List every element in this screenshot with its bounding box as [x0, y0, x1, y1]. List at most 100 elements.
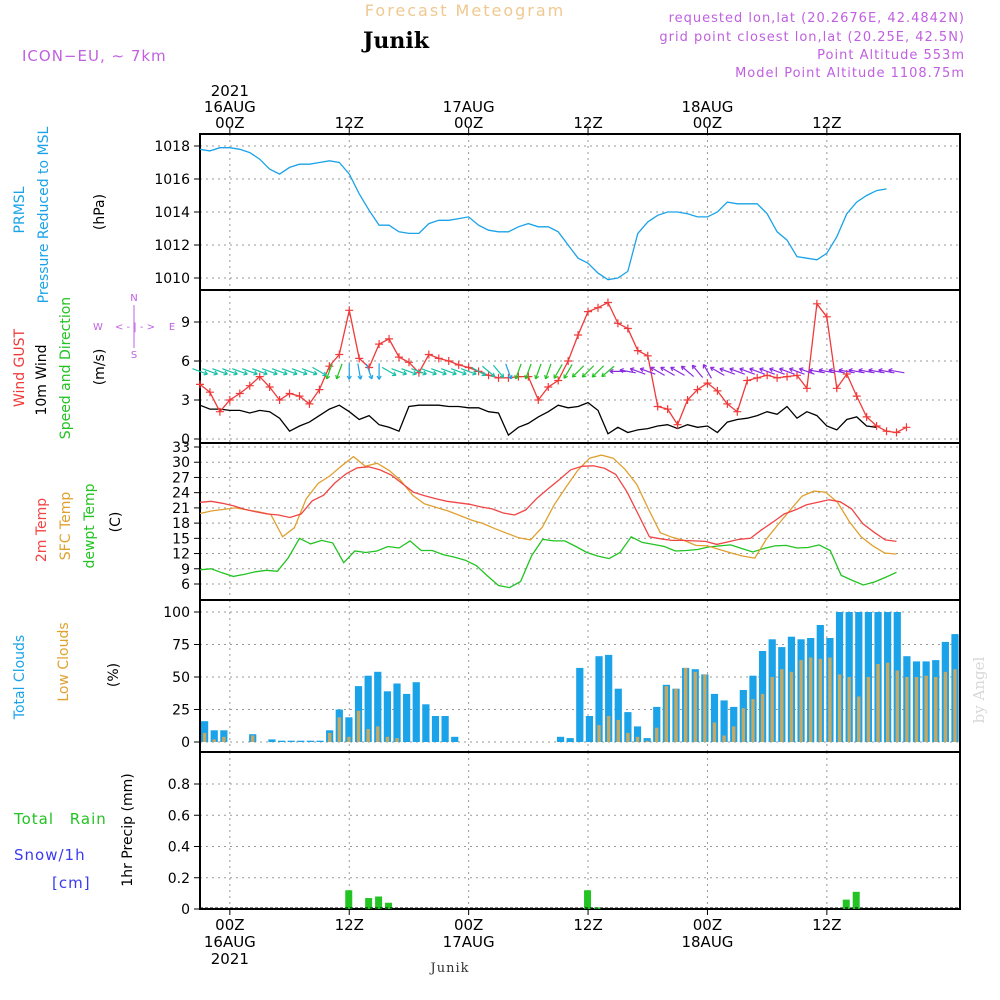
- low-cloud-bar: [337, 717, 341, 742]
- total-cloud-bar: [566, 738, 574, 742]
- total-rain-label: Total Rain: [13, 810, 107, 828]
- wind-vector: [460, 368, 477, 375]
- bottom-time-label: 2021: [211, 950, 249, 968]
- gust-marker: [225, 396, 234, 404]
- gust-marker: [773, 373, 782, 382]
- wind-vector-head: [481, 371, 487, 377]
- wind-vector-head: [878, 368, 883, 374]
- wind-vector-head: [325, 374, 331, 380]
- gust-marker: [345, 306, 354, 315]
- y-tick-label: 0: [181, 902, 190, 918]
- top-time-label: 00Z: [454, 114, 483, 132]
- gust-marker: [464, 363, 473, 372]
- wind-vector-head: [507, 374, 513, 380]
- low-cloud-bar: [327, 732, 332, 742]
- rain-bar: [345, 890, 353, 909]
- gust-marker: [733, 407, 742, 416]
- pressure-label: PRMSL: [12, 186, 28, 233]
- wind-vector: [681, 365, 695, 378]
- wind-vector-head: [263, 370, 268, 376]
- total-cloud-bar: [614, 688, 622, 742]
- gust-marker: [295, 392, 304, 401]
- wind-unit: (m/s): [92, 349, 108, 386]
- compass-arrows: < - | - >: [115, 322, 155, 333]
- bottom-time-label: 16AUG: [204, 933, 256, 951]
- wind-vector: [251, 368, 268, 375]
- y-tick-label: 50: [172, 670, 190, 686]
- gust-marker: [275, 396, 284, 404]
- wind-vector: [535, 363, 542, 380]
- low-cloud-bar: [732, 726, 736, 742]
- gust-marker: [454, 360, 463, 369]
- wind-vector-head: [273, 370, 278, 376]
- low-cloud-bar: [905, 677, 909, 742]
- total-cloud-bar: [277, 740, 286, 742]
- y-tick-label: 100: [163, 605, 190, 621]
- gust-marker: [494, 373, 503, 382]
- wind-vector-head: [749, 367, 754, 373]
- wind-vector: [357, 363, 362, 380]
- model-altitude: Model Point Altitude 1108.75m: [735, 66, 965, 81]
- gust-marker: [444, 357, 453, 365]
- wind-vector: [391, 368, 407, 375]
- gust-marker: [613, 319, 622, 328]
- wind-vector-head: [702, 363, 708, 369]
- wind-vector-head: [243, 370, 248, 376]
- wind-vector: [450, 368, 467, 375]
- wind-vector: [261, 368, 278, 375]
- dewpt-label: dewpt Temp: [82, 483, 98, 568]
- wind-vector: [271, 368, 288, 375]
- gust-marker: [245, 381, 254, 390]
- wind-vector: [769, 368, 785, 375]
- gust-marker: [822, 312, 831, 321]
- gust-marker: [802, 384, 811, 393]
- wind-vector-head: [514, 374, 520, 380]
- rain-bar: [375, 896, 383, 909]
- gust-marker: [743, 376, 752, 385]
- low-cloud-bar: [376, 726, 380, 742]
- footer-location: Junik: [429, 961, 470, 976]
- low-cloud-bar: [202, 732, 207, 742]
- gust-marker: [335, 350, 344, 359]
- wind-vector-head: [376, 375, 382, 380]
- location-title: Junik: [361, 28, 430, 54]
- total-cloud-bar: [306, 740, 315, 742]
- y-tick-label: 1012: [154, 238, 190, 254]
- gust-marker: [852, 392, 861, 401]
- wind-vector-head: [223, 370, 228, 376]
- gust-marker: [255, 372, 264, 381]
- wind-vector-head: [729, 367, 734, 373]
- low-cloud-bar: [597, 725, 601, 742]
- wind-vector: [301, 368, 318, 375]
- snow-unit: [cm]: [52, 874, 91, 892]
- gust-marker: [623, 324, 632, 333]
- low-cloud-bar: [837, 674, 842, 742]
- wind-vector: [515, 363, 522, 380]
- total-clouds-label: Total Clouds: [12, 635, 28, 720]
- wind-vector: [421, 368, 437, 375]
- wind-vector: [441, 368, 457, 375]
- wind-vector: [759, 368, 775, 375]
- wind-vector-head: [619, 368, 624, 374]
- wind-vector-head: [422, 370, 427, 376]
- temp2m-line: [199, 465, 897, 546]
- wind-vector-head: [335, 374, 341, 380]
- wind-vector-head: [660, 366, 665, 372]
- wind-vector-head: [581, 373, 587, 378]
- gust-marker: [594, 303, 602, 312]
- wind-vector: [482, 365, 496, 378]
- y-tick-label: 75: [172, 638, 190, 654]
- total-cloud-bar: [556, 736, 565, 742]
- gust-marker: [564, 357, 573, 365]
- wind-vector-head: [490, 372, 496, 378]
- low-cloud-bar: [635, 736, 640, 742]
- wind-vector: [202, 368, 218, 375]
- gust-marker: [325, 362, 334, 371]
- low-cloud-bar: [857, 696, 861, 742]
- gust-marker: [315, 385, 324, 394]
- wind-vector-head: [402, 370, 407, 376]
- total-cloud-bar: [383, 691, 391, 742]
- wind-vector: [471, 366, 486, 376]
- low-cloud-bar: [934, 677, 938, 742]
- y-tick-label: 0.2: [168, 871, 190, 887]
